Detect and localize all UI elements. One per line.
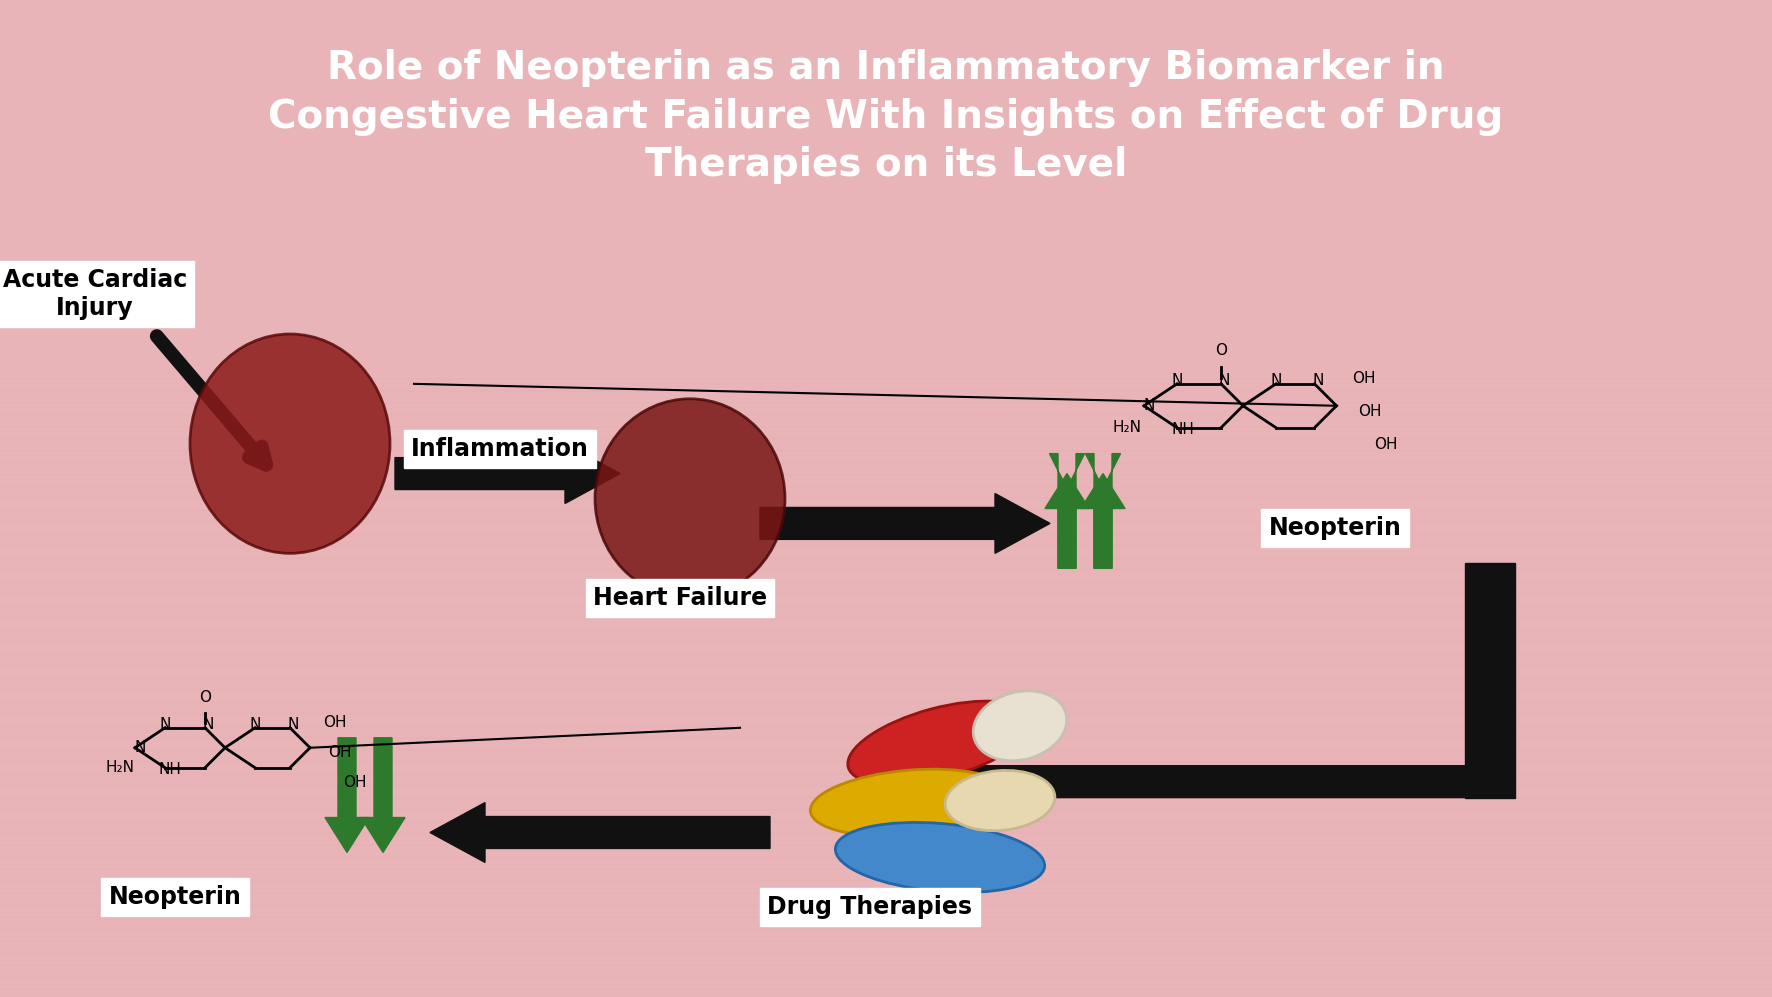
Text: OH: OH	[1357, 404, 1380, 419]
Text: OH: OH	[344, 775, 367, 791]
Text: N: N	[159, 717, 170, 733]
Text: N: N	[250, 717, 260, 733]
Text: N: N	[1171, 373, 1182, 388]
Text: NH: NH	[1171, 423, 1194, 438]
Text: H₂N: H₂N	[106, 760, 135, 776]
Text: Drug Therapies: Drug Therapies	[767, 895, 973, 919]
Ellipse shape	[190, 334, 390, 553]
Polygon shape	[911, 752, 1490, 812]
Polygon shape	[1049, 454, 1084, 568]
Ellipse shape	[810, 769, 1010, 836]
Text: OH: OH	[1375, 437, 1398, 452]
Text: Neopterin: Neopterin	[108, 885, 241, 909]
Text: Neopterin: Neopterin	[1269, 516, 1402, 540]
Polygon shape	[1045, 474, 1090, 568]
Text: NH: NH	[158, 762, 181, 778]
Polygon shape	[324, 738, 369, 852]
Text: Acute Cardiac
Injury: Acute Cardiac Injury	[4, 268, 188, 320]
Ellipse shape	[944, 771, 1054, 831]
Text: Heart Failure: Heart Failure	[594, 586, 767, 610]
Polygon shape	[431, 803, 771, 862]
Ellipse shape	[835, 823, 1045, 892]
Text: N: N	[1271, 373, 1281, 388]
Text: N: N	[202, 717, 214, 733]
Ellipse shape	[595, 399, 785, 598]
Polygon shape	[760, 494, 1051, 553]
Text: OH: OH	[1352, 371, 1375, 386]
Text: Therapies on its Level: Therapies on its Level	[645, 147, 1127, 184]
Text: OH: OH	[323, 715, 347, 731]
Text: O: O	[1216, 343, 1226, 359]
Text: ♥: ♥	[237, 386, 342, 501]
Polygon shape	[1081, 474, 1125, 568]
Ellipse shape	[973, 691, 1067, 761]
Text: N: N	[135, 740, 145, 756]
Text: O: O	[198, 690, 211, 706]
Text: Inflammation: Inflammation	[411, 437, 588, 461]
Text: N: N	[1143, 398, 1155, 414]
Text: N: N	[1219, 373, 1230, 388]
Text: H₂N: H₂N	[1113, 420, 1141, 436]
FancyBboxPatch shape	[1465, 563, 1515, 798]
Polygon shape	[361, 738, 406, 852]
Text: Role of Neopterin as an Inflammatory Biomarker in: Role of Neopterin as an Inflammatory Bio…	[328, 49, 1444, 87]
Text: OH: OH	[328, 745, 353, 761]
Polygon shape	[395, 444, 620, 503]
Ellipse shape	[847, 701, 1033, 785]
Text: N: N	[1311, 373, 1324, 388]
Text: N: N	[287, 717, 299, 733]
Text: Congestive Heart Failure With Insights on Effect of Drug: Congestive Heart Failure With Insights o…	[268, 98, 1504, 136]
Polygon shape	[1086, 454, 1120, 568]
